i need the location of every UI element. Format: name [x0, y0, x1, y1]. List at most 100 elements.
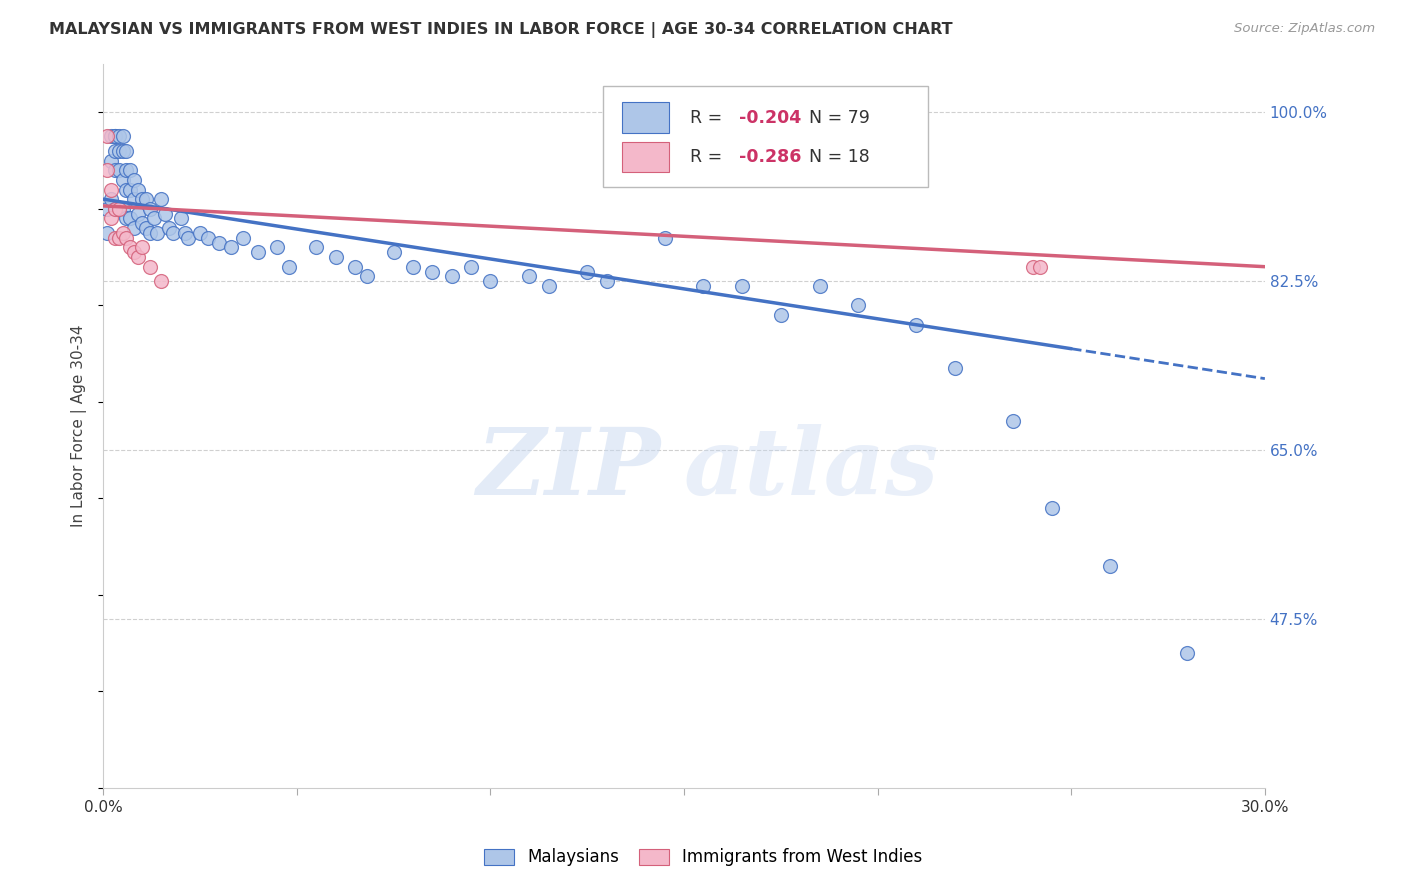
Point [96, 226, 118, 240]
Point [943, 361, 966, 376]
Text: N = 79: N = 79 [810, 109, 870, 127]
Point [1098, 558, 1121, 573]
Point [142, 211, 165, 226]
Text: R =: R = [690, 109, 727, 127]
Point [115, 211, 138, 226]
Point [96, 163, 118, 178]
Point [731, 279, 754, 293]
Point [654, 231, 676, 245]
Point [769, 308, 792, 322]
Point [100, 192, 122, 206]
Point [138, 226, 160, 240]
Point [537, 279, 560, 293]
Point [150, 274, 173, 288]
Point [1177, 646, 1199, 660]
FancyBboxPatch shape [623, 142, 669, 172]
Point [150, 192, 173, 206]
Point [115, 163, 138, 178]
Point [266, 240, 288, 254]
Point [146, 226, 169, 240]
Point [356, 269, 378, 284]
Point [107, 202, 129, 216]
Point [104, 144, 127, 158]
Point [219, 240, 242, 254]
Point [905, 318, 928, 332]
Point [135, 221, 157, 235]
Point [808, 279, 831, 293]
Point [111, 144, 134, 158]
Point [576, 264, 599, 278]
Text: MALAYSIAN VS IMMIGRANTS FROM WEST INDIES IN LABOR FORCE | AGE 30-34 CORRELATION : MALAYSIAN VS IMMIGRANTS FROM WEST INDIES… [49, 22, 953, 38]
Text: ZIP: ZIP [477, 425, 661, 515]
Text: Source: ZipAtlas.com: Source: ZipAtlas.com [1234, 22, 1375, 36]
Point [247, 245, 270, 260]
Point [188, 226, 211, 240]
Point [111, 129, 134, 144]
Point [100, 182, 122, 196]
FancyBboxPatch shape [603, 86, 928, 187]
Point [1002, 414, 1025, 428]
Point [96, 129, 118, 144]
Point [1029, 260, 1052, 274]
Point [422, 264, 444, 278]
Point [111, 202, 134, 216]
Point [135, 192, 157, 206]
Y-axis label: In Labor Force | Age 30-34: In Labor Force | Age 30-34 [72, 325, 87, 527]
Point [104, 129, 127, 144]
Point [122, 245, 145, 260]
Point [305, 240, 328, 254]
Text: N = 18: N = 18 [810, 148, 870, 166]
Point [115, 144, 138, 158]
Point [107, 163, 129, 178]
Point [138, 260, 160, 274]
Point [104, 163, 127, 178]
Point [120, 211, 142, 226]
Point [122, 221, 145, 235]
Point [120, 182, 142, 196]
Point [100, 129, 122, 144]
Point [115, 182, 138, 196]
Point [460, 260, 482, 274]
Point [131, 216, 153, 230]
Point [157, 221, 180, 235]
Point [162, 226, 184, 240]
Point [692, 279, 714, 293]
Point [1040, 500, 1063, 515]
Point [120, 240, 142, 254]
Point [100, 211, 122, 226]
Point [153, 206, 176, 220]
Point [120, 163, 142, 178]
Point [595, 274, 617, 288]
Point [343, 260, 366, 274]
Point [131, 240, 153, 254]
Point [479, 274, 502, 288]
Point [197, 231, 219, 245]
Point [122, 192, 145, 206]
Point [107, 144, 129, 158]
Point [278, 260, 301, 274]
Point [122, 173, 145, 187]
Point [177, 231, 200, 245]
Point [104, 202, 127, 216]
Text: atlas: atlas [685, 425, 939, 515]
Text: -0.286: -0.286 [738, 148, 801, 166]
Text: -0.204: -0.204 [738, 109, 801, 127]
Point [104, 231, 127, 245]
Point [138, 202, 160, 216]
Point [131, 192, 153, 206]
FancyBboxPatch shape [623, 103, 669, 133]
Point [111, 226, 134, 240]
Point [107, 231, 129, 245]
Point [107, 202, 129, 216]
Point [107, 129, 129, 144]
Point [382, 245, 405, 260]
Point [127, 250, 149, 264]
Point [846, 298, 869, 312]
Point [100, 153, 122, 168]
Point [208, 235, 231, 250]
Point [325, 250, 347, 264]
Point [440, 269, 463, 284]
Legend: Malaysians, Immigrants from West Indies: Malaysians, Immigrants from West Indies [477, 842, 929, 873]
Point [111, 173, 134, 187]
Point [402, 260, 425, 274]
